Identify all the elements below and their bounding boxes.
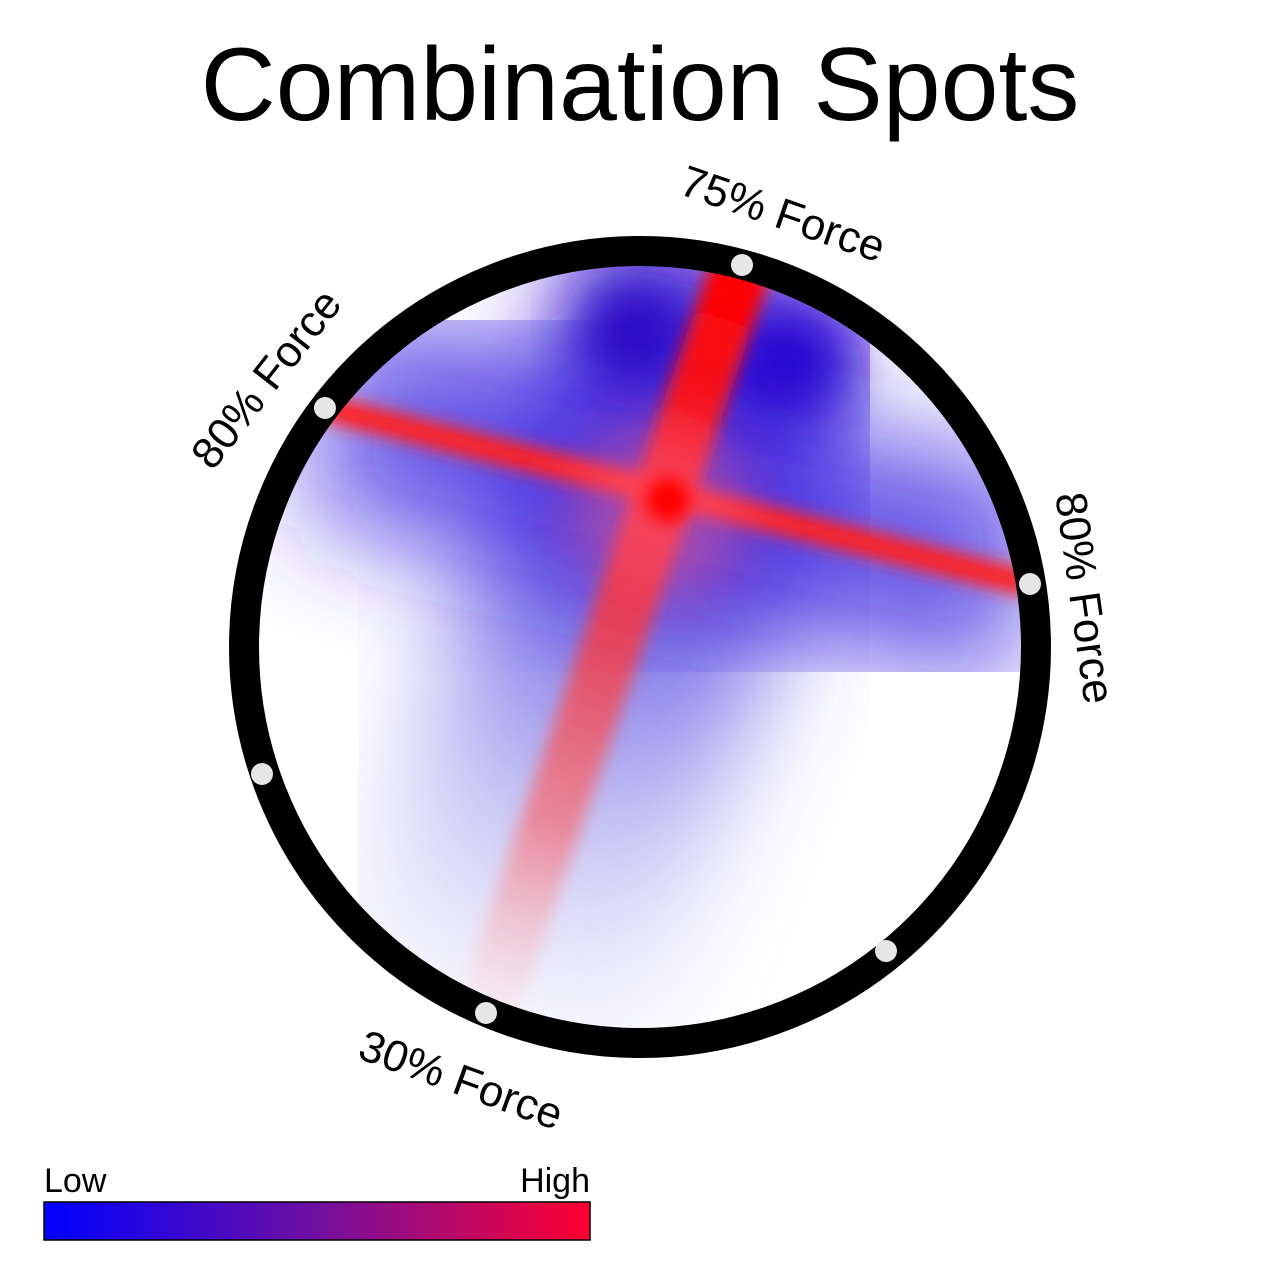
- lug: [251, 763, 273, 785]
- force-label: 80% Force: [1045, 489, 1123, 707]
- drum-rim: [229, 236, 1051, 1058]
- lug: [731, 254, 753, 276]
- legend-low: Low: [44, 1162, 107, 1200]
- legend-high: High: [520, 1162, 590, 1200]
- heatmap: [258, 265, 1022, 1029]
- title: Combination Spots: [201, 27, 1080, 143]
- lug: [475, 1002, 497, 1024]
- lug: [1019, 573, 1041, 595]
- lug: [875, 940, 897, 962]
- red-band: [457, 265, 771, 1023]
- legend-bar: [43, 1201, 591, 1241]
- blue-spot: [580, 280, 680, 380]
- blue-spot: [730, 310, 850, 410]
- center-spot: [646, 478, 690, 522]
- lug: [314, 397, 336, 419]
- lugs: [251, 254, 1041, 1024]
